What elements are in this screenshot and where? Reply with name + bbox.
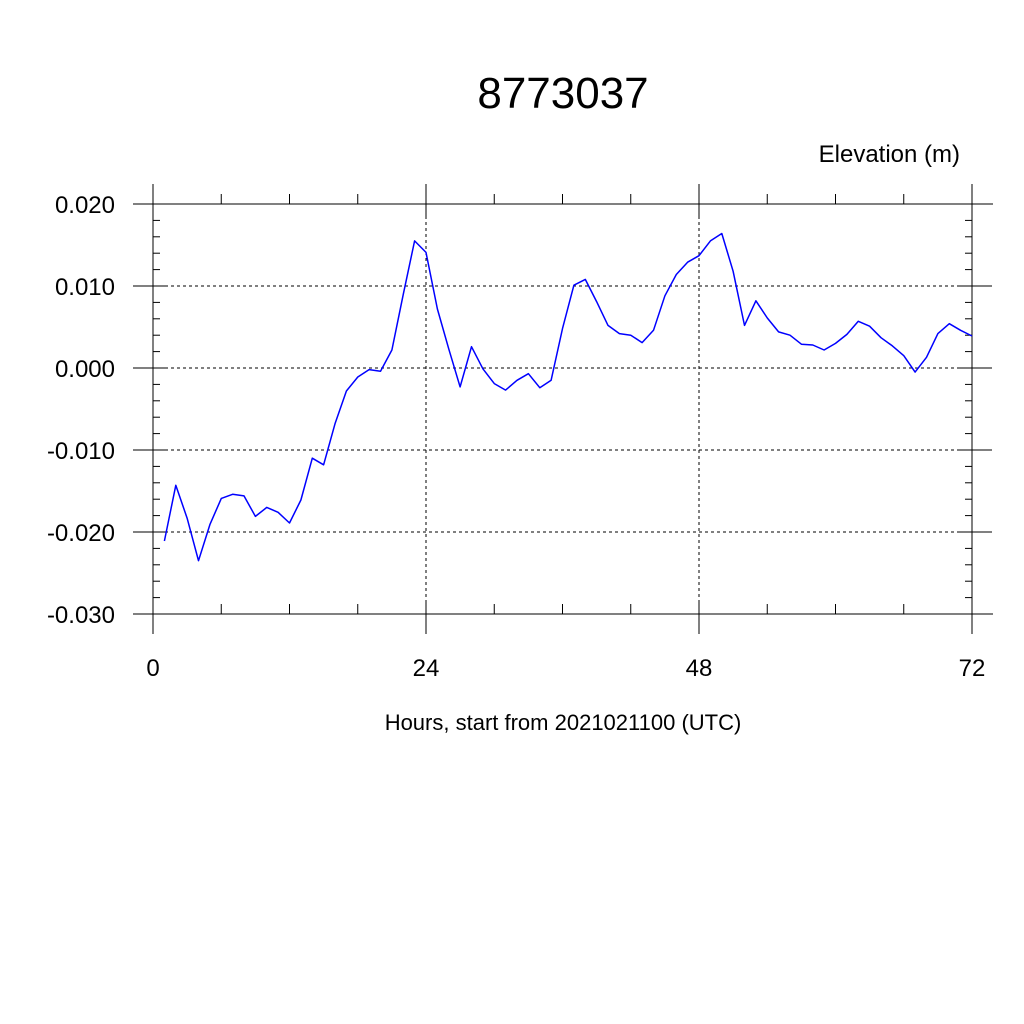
y-tick-label: -0.030: [47, 602, 115, 629]
series-line: [163, 232, 973, 562]
plot-frame: [152, 184, 993, 615]
x-tick-label: 24: [413, 655, 440, 682]
grid: [153, 203, 972, 615]
x-tick-label: 72: [959, 655, 986, 682]
x-tick-label: 48: [686, 655, 713, 682]
y-axis-label: Elevation (m): [819, 141, 960, 168]
y-tick-label: 0.000: [55, 356, 115, 383]
series-layer: [163, 232, 973, 562]
y-tick-label: 0.010: [55, 274, 115, 301]
chart-title: 8773037: [477, 69, 648, 118]
tick-labels: -0.030 -0.020 -0.010 0.000 0.010 0.020 0 24 48 72: [47, 192, 985, 682]
x-tick-label: 0: [146, 655, 159, 682]
y-tick-label: -0.020: [47, 520, 115, 547]
x-axis-label: Hours, start from 2021021100 (UTC): [385, 710, 742, 735]
axis-ticks: [133, 184, 992, 634]
y-tick-label: -0.010: [47, 438, 115, 465]
y-tick-label: 0.020: [55, 192, 115, 219]
